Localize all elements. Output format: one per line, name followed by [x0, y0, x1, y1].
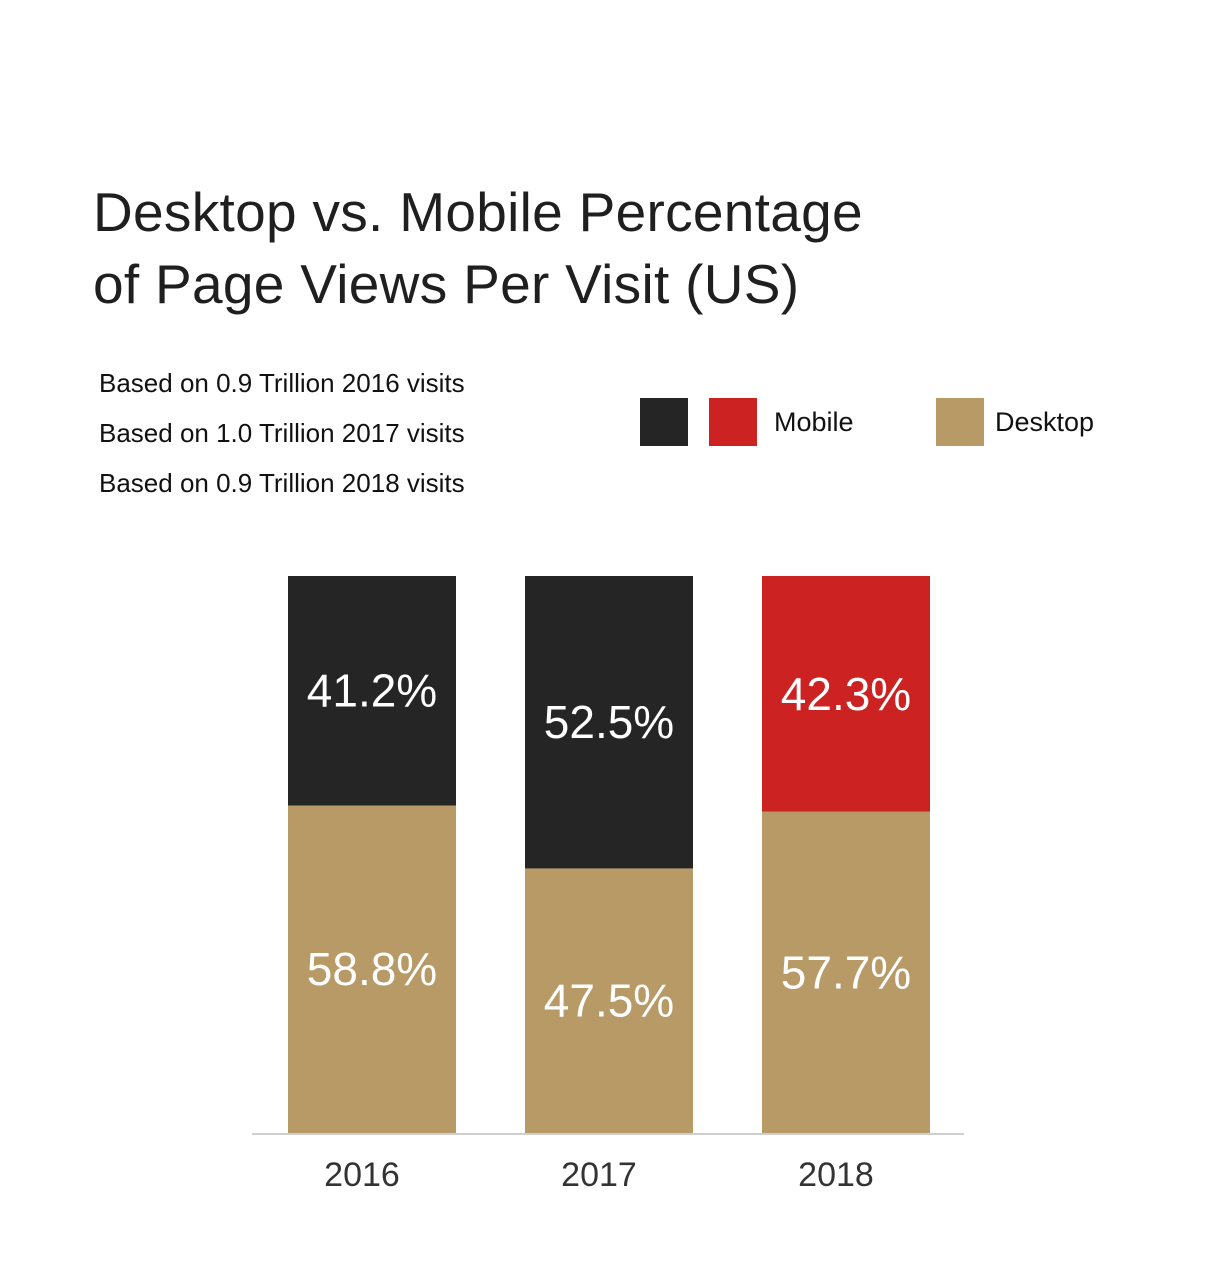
chart-title-line-2: of Page Views Per Visit (US): [93, 253, 800, 315]
bar-desktop-2016: [288, 805, 456, 1133]
visit-note-2018: Based on 0.9 Trillion 2018 visits: [99, 468, 465, 498]
visit-note-2016: Based on 0.9 Trillion 2016 visits: [99, 368, 465, 398]
bar-label-desktop-2016: 58.8%: [307, 943, 437, 995]
bar-label-mobile-2016: 41.2%: [307, 665, 437, 717]
bar-desktop-2017: [525, 868, 693, 1133]
legend-swatch-mobile-red: [709, 398, 757, 446]
bar-mobile-2016: [288, 576, 456, 806]
bar-label-mobile-2017: 52.5%: [544, 696, 674, 748]
bar-label-desktop-2018: 57.7%: [781, 946, 911, 998]
bar-mobile-2017: [525, 576, 693, 869]
legend-swatch-mobile-dark: [640, 398, 688, 446]
bar-label-mobile-2018: 42.3%: [781, 668, 911, 720]
legend-label-desktop: Desktop: [995, 407, 1095, 437]
chart-title: Desktop vs. Mobile Percentage of Page Vi…: [93, 176, 1093, 320]
visit-note-2017: Based on 1.0 Trillion 2017 visits: [99, 418, 465, 448]
x-tick-label-2018: 2018: [798, 1156, 874, 1194]
chart-title-line-1: Desktop vs. Mobile Percentage: [93, 181, 863, 243]
legend-label-mobile: Mobile: [774, 407, 854, 437]
visit-notes: Based on 0.9 Trillion 2016 visits Based …: [99, 358, 465, 508]
legend-swatch-desktop: [936, 398, 984, 446]
bar-mobile-2018: [762, 576, 930, 812]
chart-legend: Mobile Desktop: [0, 398, 1216, 446]
x-tick-label-2017: 2017: [561, 1156, 637, 1194]
x-tick-label-2016: 2016: [324, 1156, 400, 1194]
bar-label-desktop-2017: 47.5%: [544, 975, 674, 1027]
bar-desktop-2018: [762, 811, 930, 1133]
